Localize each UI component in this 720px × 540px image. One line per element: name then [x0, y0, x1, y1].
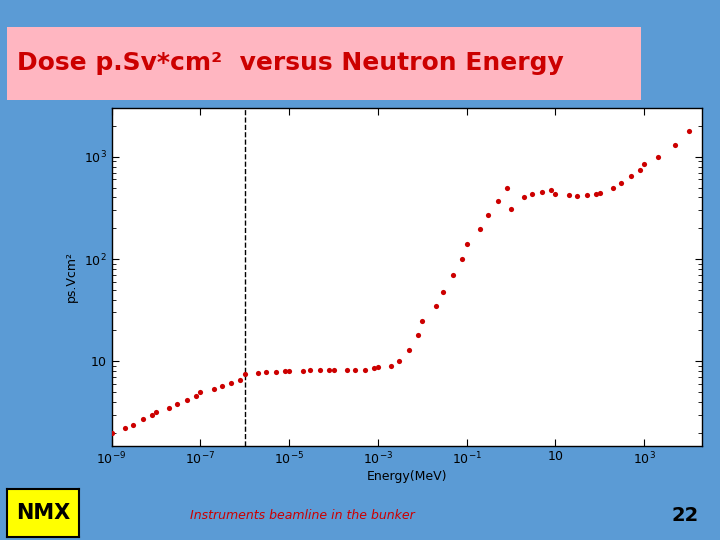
X-axis label: Energy(MeV): Energy(MeV): [366, 470, 447, 483]
Point: [163, 403, 175, 412]
Point: [216, 382, 228, 390]
Point: [270, 367, 282, 376]
Point: [482, 211, 494, 219]
Point: [315, 366, 326, 374]
Point: [260, 367, 271, 376]
Point: [137, 415, 148, 424]
Point: [571, 192, 582, 201]
Point: [456, 255, 468, 264]
Point: [417, 316, 428, 325]
Point: [616, 178, 627, 187]
Point: [323, 365, 335, 374]
Point: [341, 365, 353, 374]
Point: [505, 205, 517, 213]
Text: Dose p.Sv*cm²  versus Neutron Energy: Dose p.Sv*cm² versus Neutron Energy: [17, 51, 564, 76]
Point: [448, 271, 459, 279]
Point: [501, 183, 513, 192]
Point: [639, 160, 650, 168]
Text: NMX: NMX: [16, 503, 71, 523]
Point: [625, 172, 636, 180]
Point: [492, 197, 503, 205]
Point: [190, 392, 202, 400]
Point: [581, 191, 593, 200]
Point: [594, 189, 606, 198]
Point: [608, 183, 619, 192]
Point: [328, 365, 339, 374]
Point: [150, 408, 162, 416]
Point: [372, 363, 384, 372]
Text: Instruments beamline in the bunker: Instruments beamline in the bunker: [190, 509, 415, 522]
Point: [208, 385, 220, 394]
Point: [518, 193, 530, 202]
Point: [526, 190, 538, 199]
Point: [430, 301, 441, 310]
Point: [284, 366, 295, 375]
Text: 22: 22: [671, 506, 698, 525]
Point: [297, 366, 308, 375]
Point: [368, 364, 379, 373]
Point: [634, 165, 646, 174]
Point: [146, 410, 158, 419]
Point: [590, 190, 601, 199]
Point: [120, 424, 131, 433]
Point: [546, 186, 557, 194]
Point: [181, 395, 193, 404]
Point: [385, 362, 397, 370]
Point: [683, 126, 694, 135]
Y-axis label: ps.Vcm²: ps.Vcm²: [66, 251, 78, 302]
Point: [393, 357, 405, 366]
Point: [194, 388, 206, 396]
Point: [235, 375, 246, 384]
Point: [359, 365, 370, 374]
Point: [403, 345, 415, 354]
Point: [549, 190, 561, 199]
Point: [106, 428, 117, 437]
Point: [239, 370, 251, 379]
Point: [171, 400, 183, 409]
Point: [349, 365, 361, 374]
Point: [461, 240, 472, 248]
Point: [670, 141, 681, 150]
Point: [225, 379, 237, 388]
Point: [438, 287, 449, 296]
Point: [413, 331, 424, 340]
Point: [652, 152, 663, 161]
Point: [536, 188, 548, 197]
Point: [474, 225, 486, 234]
Point: [279, 366, 291, 375]
Point: [253, 368, 264, 377]
Point: [127, 420, 138, 429]
Point: [563, 191, 575, 200]
Point: [305, 366, 316, 374]
